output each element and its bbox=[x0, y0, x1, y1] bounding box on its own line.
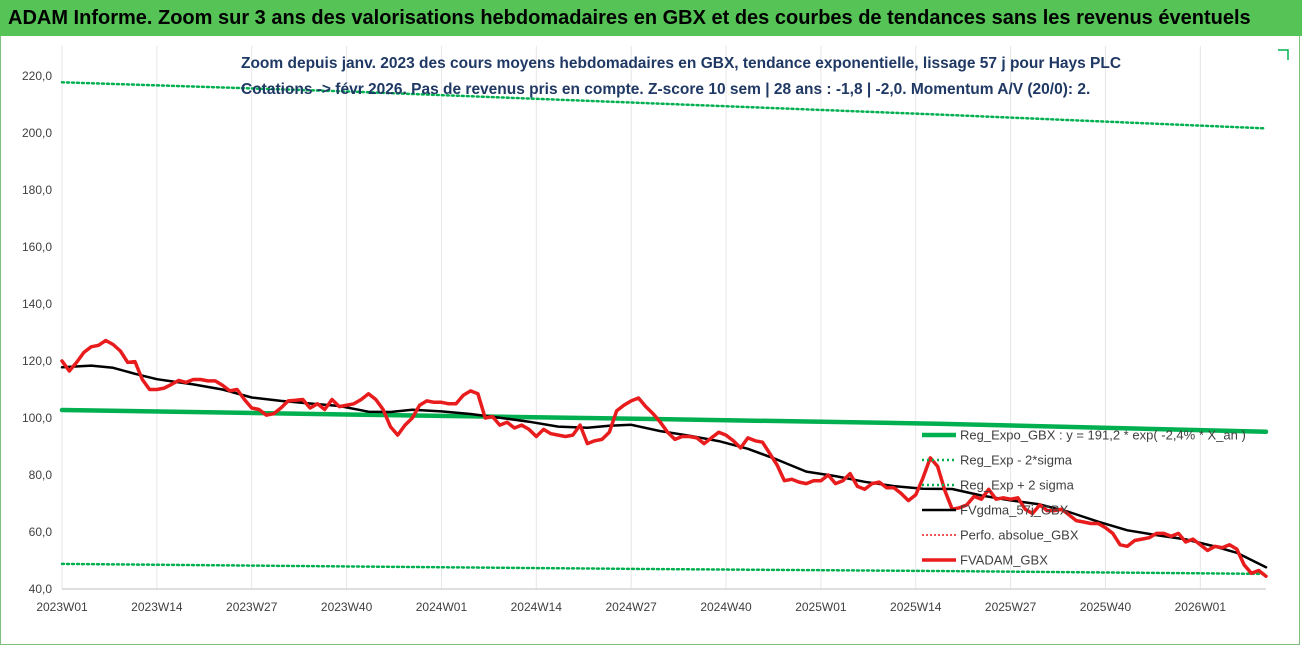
y-tick-label: 60,0 bbox=[29, 525, 53, 539]
banner-title: ADAM Informe. Zoom sur 3 ans des valoris… bbox=[8, 7, 1251, 29]
x-tick-label: 2023W01 bbox=[36, 600, 88, 614]
chart-title-line-1: Zoom depuis janv. 2023 des cours moyens … bbox=[241, 55, 1121, 72]
fvadam-line bbox=[60, 338, 1268, 578]
legend-label-fvadam-line: FVADAM_GBX bbox=[960, 553, 1048, 568]
y-tick-label: 120,0 bbox=[22, 354, 52, 368]
x-tick-label: 2023W14 bbox=[131, 600, 183, 614]
y-tick-label: 220,0 bbox=[22, 69, 52, 83]
y-tick-label: 180,0 bbox=[22, 183, 52, 197]
x-tick-label: 2025W27 bbox=[985, 600, 1037, 614]
y-tick-label: 160,0 bbox=[22, 240, 52, 254]
legend: Reg_Expo_GBX : y = 191,2 * exp( -2,4% * … bbox=[922, 428, 1246, 568]
reg-expo-line bbox=[59, 407, 1269, 434]
legend-label-reg-expo-line: Reg_Expo_GBX : y = 191,2 * exp( -2,4% * … bbox=[960, 428, 1246, 443]
y-tick-label: 40,0 bbox=[29, 582, 53, 596]
y-tick-labels: 40,0 60,0 80,0 100,0 120,0 140,0 160,0 180,0 200… bbox=[22, 69, 52, 596]
x-tick-label: 2024W01 bbox=[416, 600, 468, 614]
reg-exp-plus-2sigma-line bbox=[60, 81, 1268, 130]
report-banner: ADAM Informe. Zoom sur 3 ans des valoris… bbox=[0, 0, 1302, 36]
y-tick-label: 200,0 bbox=[22, 126, 52, 140]
x-tick-labels: 2023W01 2023W14 2023W27 2023W40 2024W01 2024W… bbox=[36, 600, 1226, 614]
x-tick-label: 2025W01 bbox=[795, 600, 847, 614]
x-tick-label: 2023W40 bbox=[321, 600, 373, 614]
legend-label-perfo-absolue-line: Perfo. absolue_GBX bbox=[960, 528, 1079, 543]
reg-exp-minus-2sigma-line bbox=[60, 562, 1268, 576]
legend-label-fvgdma-57j-line: FVgdma_57j_GBX bbox=[960, 503, 1069, 518]
x-tick-label: 2026W01 bbox=[1175, 600, 1227, 614]
series-layer bbox=[59, 81, 1269, 578]
chart-title-line-2: Cotations -> févr 2026. Pas de revenus p… bbox=[241, 81, 1090, 98]
x-tick-label: 2025W14 bbox=[890, 600, 942, 614]
y-tick-label: 140,0 bbox=[22, 297, 52, 311]
legend-label-reg-exp-minus-2sigma-line: Reg_Exp - 2*sigma bbox=[960, 453, 1073, 468]
x-tick-label: 2024W40 bbox=[700, 600, 752, 614]
resize-handle-icon bbox=[1278, 49, 1289, 60]
x-tick-label: 2025W40 bbox=[1080, 600, 1132, 614]
y-tick-label: 80,0 bbox=[29, 468, 53, 482]
legend-label-reg-exp-plus-2sigma-line: Reg_Exp + 2 sigma bbox=[960, 478, 1075, 493]
chart-title: Zoom depuis janv. 2023 des cours moyens … bbox=[241, 55, 1121, 98]
x-tick-label: 2024W27 bbox=[605, 600, 657, 614]
chart-frame bbox=[0, 36, 1300, 645]
y-tick-label: 100,0 bbox=[22, 411, 52, 425]
x-tick-label: 2023W27 bbox=[226, 600, 278, 614]
x-tick-label: 2024W14 bbox=[511, 600, 563, 614]
